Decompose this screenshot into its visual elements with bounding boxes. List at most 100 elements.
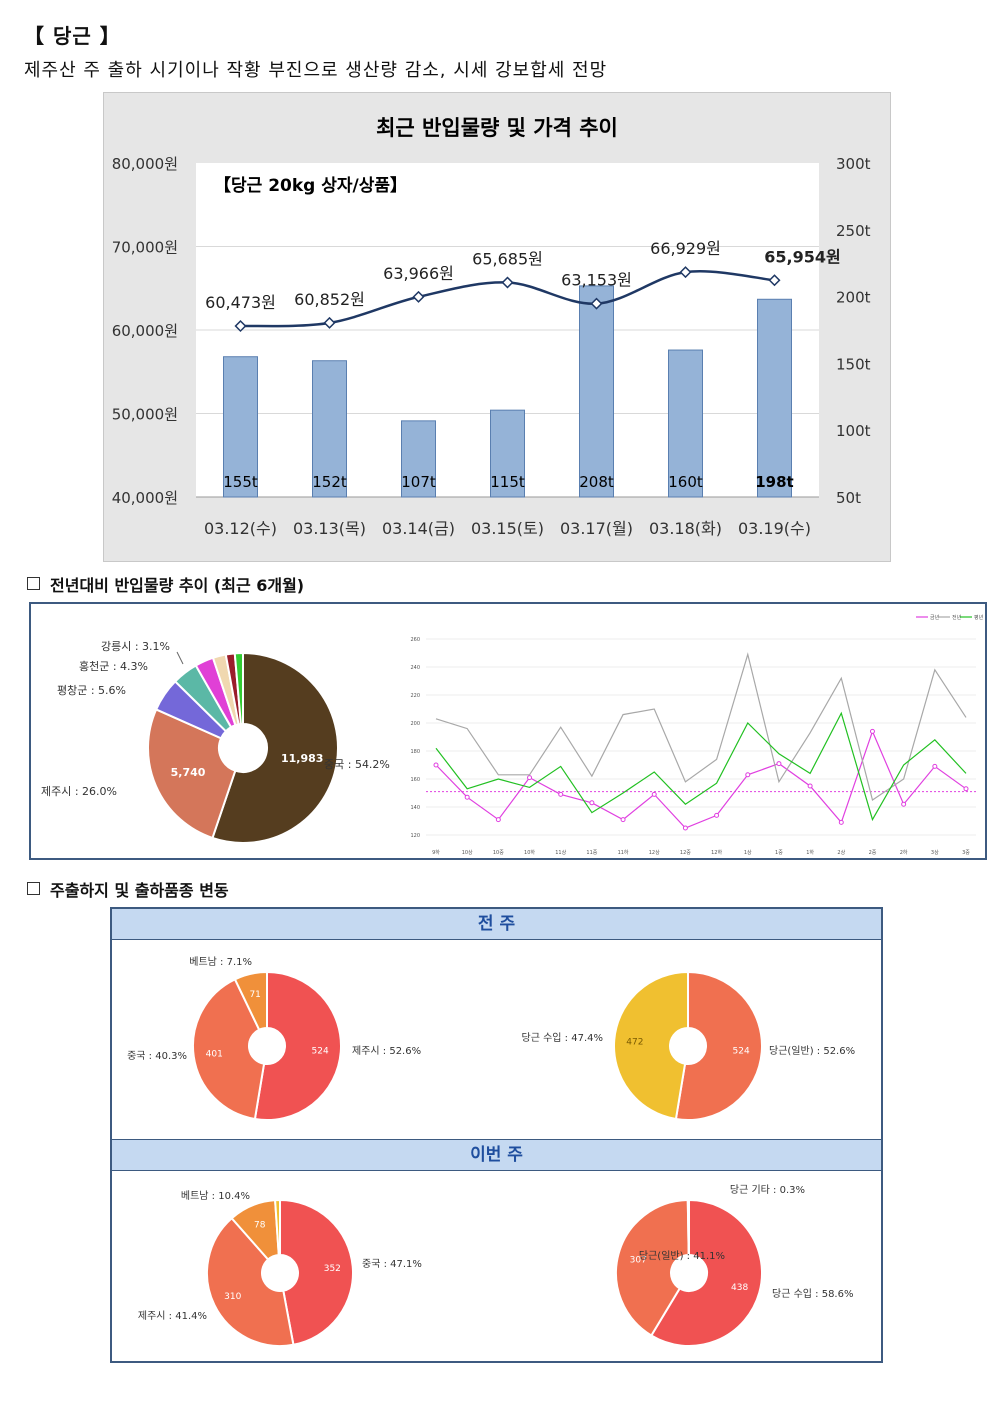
volume-label: 160t: [668, 473, 703, 491]
series-point: [651, 791, 657, 797]
left-axis-tick: 50,000원: [112, 406, 178, 424]
series-line: [435, 711, 967, 822]
x-axis-tick: 03.19(수): [738, 519, 811, 538]
price-label: 60,852원: [294, 290, 365, 309]
volume-label: 107t: [401, 473, 436, 491]
series-point: [589, 800, 595, 806]
price-point: [323, 316, 336, 329]
donut-label: 중국 : 47.1%: [362, 1258, 422, 1270]
volume-bar: [312, 360, 347, 498]
series-point: [745, 772, 751, 778]
y-axis-tick: 180: [410, 749, 420, 755]
volume-bar: [401, 420, 436, 498]
donut-value: 524: [312, 1046, 329, 1056]
volume-bar: [490, 409, 525, 498]
donut-value: 307: [630, 1255, 647, 1265]
volume-bar: [668, 349, 703, 498]
x-axis-tick: 12중: [680, 850, 691, 856]
donut-value: 352: [324, 1264, 341, 1274]
donut-slice: [615, 1198, 690, 1337]
history-section-label: 전년대비 반입물량 추이 (최근 6개월): [50, 576, 305, 595]
price-point: [768, 274, 781, 287]
price-label: 63,153원: [561, 271, 632, 290]
series-point: [620, 817, 626, 823]
x-axis-tick: 10중: [493, 850, 504, 856]
price-volume-chart-panel: 최근 반입물량 및 가격 추이 40,000원 50,000원 60,000원 70,0…: [103, 92, 891, 562]
history-section-heading: 전년대비 반입물량 추이 (최근 6개월): [27, 572, 304, 596]
legend-label: 평년: [974, 614, 984, 621]
series-point: [807, 783, 813, 789]
donut-label: 강릉시 : 3.1%: [101, 640, 170, 653]
donut-label: 베트남 : 10.4%: [181, 1190, 250, 1202]
price-point: [679, 266, 692, 279]
right-axis-tick: 100t: [836, 422, 871, 440]
left-axis-tick: 40,000원: [112, 489, 178, 507]
origin-variety-panel: 전 주 524 401 71 제주시 : 52.6% 중국 : 40.3% 베트남 : 7…: [110, 907, 883, 1363]
y-axis-tick: 240: [410, 665, 420, 671]
right-axis-tick: 200t: [836, 289, 871, 307]
donut-slice: [274, 1198, 281, 1257]
x-axis-tick: 3중: [962, 850, 970, 856]
donut-label: 홍천군 : 4.3%: [79, 659, 148, 673]
x-axis-tick: 1하: [806, 849, 814, 856]
donut-value: 524: [733, 1046, 750, 1056]
series-point: [464, 794, 470, 800]
series-point: [527, 775, 533, 781]
donut-slice: [674, 970, 763, 1121]
x-axis-tick: 03.15(토): [471, 519, 544, 538]
x-axis-tick: 11하: [618, 849, 629, 856]
donut-value: 438: [731, 1283, 748, 1293]
price-label: 60,473원: [205, 293, 276, 312]
origin-section-label: 주출하지 및 출하품종 변동: [50, 881, 229, 900]
volume-label: 115t: [490, 473, 525, 491]
donut-slice: [686, 1198, 690, 1257]
series-point: [776, 761, 782, 767]
price-volume-chart: 최근 반입물량 및 가격 추이 40,000원 50,000원 60,000원 70,0…: [112, 116, 871, 538]
price-label: 65,685원: [472, 250, 543, 269]
last-week-variety-donut: 524 472 당근(일반) : 52.6% 당근 수입 : 47.4%: [522, 970, 855, 1121]
price-point: [501, 276, 514, 289]
this-week-origin-donut: 352 310 78 중국 : 47.1% 제주시 : 41.4% 베트남 : 10.4%: [138, 1190, 422, 1347]
y-axis-tick: 120: [410, 833, 420, 839]
checkbox-icon: [27, 577, 40, 590]
donut-value: 78: [254, 1220, 266, 1230]
donut-value: 310: [224, 1292, 241, 1302]
donut-value: 472: [626, 1038, 643, 1048]
x-axis-tick: 12상: [649, 849, 660, 856]
donut-value: 5,740: [171, 766, 206, 779]
donut-label: 평창군 : 5.6%: [57, 684, 126, 697]
y-axis-tick: 160: [410, 777, 420, 783]
x-axis-tick: 03.18(화): [649, 519, 722, 538]
x-axis-tick: 03.12(수): [204, 519, 277, 538]
volume-bar: [579, 285, 614, 498]
donut-slice: [206, 1216, 295, 1347]
left-axis-tick: 60,000원: [112, 322, 178, 340]
chart-inner-label: 【당근 20kg 상자/상품】: [214, 175, 407, 196]
last-week-origin-donut: 524 401 71 제주시 : 52.6% 중국 : 40.3% 베트남 : 7.1%: [127, 956, 421, 1121]
y-axis-tick: 220: [410, 693, 420, 699]
x-axis-tick: 2하: [900, 849, 908, 856]
price-point: [412, 290, 425, 303]
donut-label: 베트남 : 7.1%: [189, 956, 252, 968]
donut-label: 당근(일반) : 52.6%: [769, 1045, 855, 1057]
band-this-week: 이번 주: [112, 1139, 881, 1171]
series-point: [433, 762, 439, 768]
x-axis-tick: 2중: [869, 850, 877, 856]
x-axis-tick: 11상: [555, 849, 566, 856]
donut-label: 당근 수입 : 47.4%: [522, 1031, 603, 1044]
series-point: [838, 819, 844, 825]
series-line: [435, 729, 967, 829]
checkbox-icon: [27, 882, 40, 895]
donut-slice: [253, 970, 342, 1121]
x-axis-tick: 10상: [462, 849, 473, 856]
x-axis-tick: 1상: [744, 849, 752, 856]
legend-label: 전년: [952, 614, 962, 621]
series-point: [714, 812, 720, 818]
this-week-variety-donut: 438 307 당근 수입 : 58.6% 당근(일반) : 41.1% 당근 기타 :…: [615, 1184, 853, 1347]
right-axis-tick: 300t: [836, 155, 871, 173]
x-axis-tick: 12하: [711, 849, 722, 856]
page-subtitle: 제주산 주 출하 시기이나 작황 부진으로 생산량 감소, 시세 강보합세 전망: [24, 60, 608, 81]
donut-slice: [147, 708, 237, 840]
donut-label: 당근 수입 : 58.6%: [772, 1287, 853, 1300]
series-point: [869, 728, 875, 734]
